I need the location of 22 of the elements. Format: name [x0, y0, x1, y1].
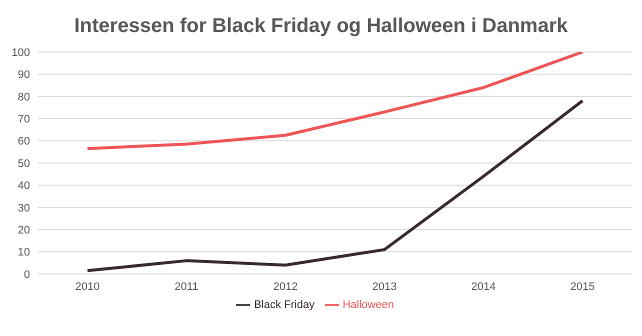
- y-tick-label: 100: [12, 46, 30, 59]
- chart-title: Interessen for Black Friday og Halloween i Danmark: [73, 14, 569, 39]
- x-tick-label: 2013: [372, 280, 397, 293]
- y-tick-label: 70: [18, 114, 30, 126]
- y-tick-label: 90: [18, 69, 30, 82]
- line-series: [86, 52, 584, 150]
- legend-label: Halloween: [342, 298, 394, 311]
- x-tick-label: 2012: [273, 280, 298, 293]
- line-series: [86, 99, 584, 272]
- x-tick-label: 2015: [570, 280, 595, 293]
- y-tick-label: 10: [18, 246, 30, 259]
- x-tick-label: 2014: [471, 280, 496, 293]
- y-tick-label: 30: [18, 202, 30, 214]
- y-tick-label: 40: [18, 180, 30, 192]
- y-tick-label: 0: [24, 268, 30, 281]
- y-tick-label: 60: [18, 136, 30, 148]
- y-tick-label: 80: [18, 91, 30, 104]
- y-tick-label: 50: [18, 158, 30, 170]
- x-tick-label: 2011: [174, 280, 198, 293]
- y-tick-label: 20: [18, 224, 30, 237]
- x-tick-label: 2010: [75, 280, 100, 293]
- legend-label: Black Friday: [254, 298, 315, 311]
